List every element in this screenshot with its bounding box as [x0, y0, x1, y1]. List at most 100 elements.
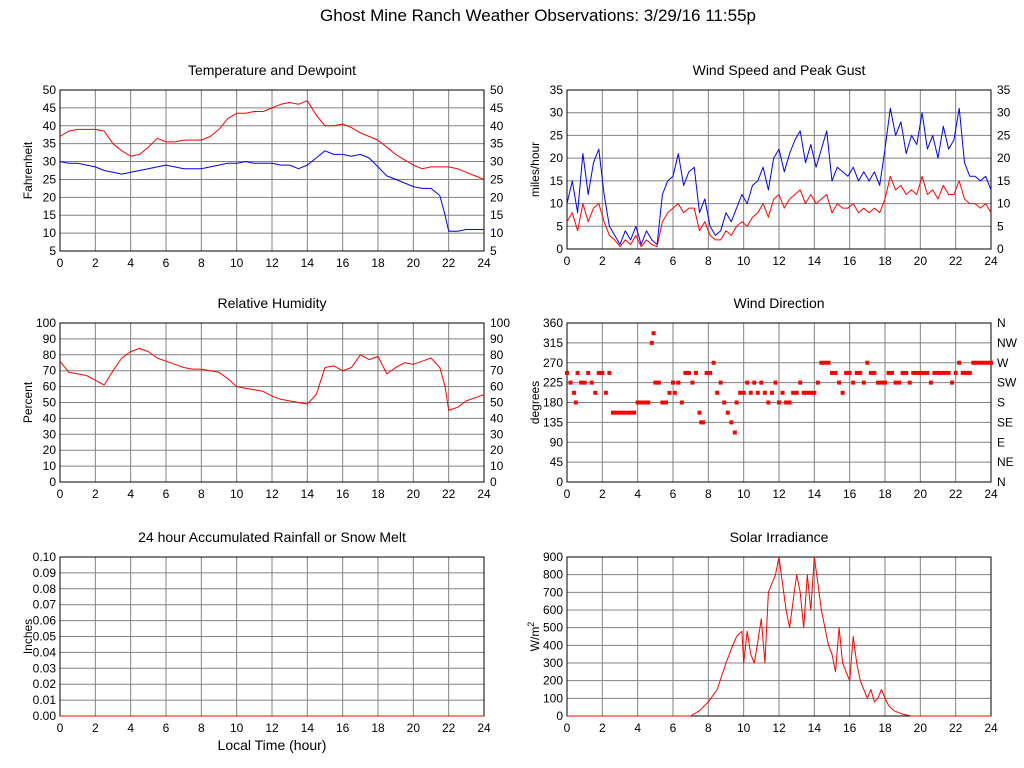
x-tick-label: 0	[57, 721, 64, 735]
y-tick-label: 30	[550, 106, 564, 120]
y-axis-label: Inches	[21, 619, 35, 654]
series-line	[567, 556, 991, 717]
data-point	[708, 370, 713, 375]
right-tick-label: 10	[997, 197, 1011, 211]
y-tick-label: 180	[543, 396, 563, 410]
y-tick-label: 360	[543, 316, 563, 330]
data-point	[989, 360, 993, 365]
y-tick-label: 25	[550, 128, 564, 142]
data-point	[911, 370, 916, 375]
y-axis-label: miles/hour	[528, 142, 542, 197]
x-tick-label: 14	[301, 487, 315, 501]
x-tick-label: 10	[737, 721, 751, 735]
y-tick-label: 20	[550, 151, 564, 165]
data-point	[777, 400, 781, 405]
y-tick-label: 0	[556, 242, 563, 256]
x-tick-label: 10	[737, 254, 751, 268]
right-tick-label: S	[997, 396, 1005, 410]
series-line	[566, 107, 992, 245]
data-point	[946, 370, 951, 375]
data-point	[805, 390, 810, 395]
chart-title: Relative Humidity	[218, 295, 327, 311]
data-point	[918, 370, 923, 375]
x-tick-label: 0	[57, 256, 64, 270]
x-tick-label: 22	[949, 487, 963, 501]
right-tick-label: 20	[490, 190, 504, 204]
y-tick-label: 35	[43, 137, 57, 151]
data-point	[936, 370, 940, 375]
series-line	[59, 150, 484, 232]
data-point	[603, 390, 608, 395]
x-tick-label: 12	[265, 256, 279, 270]
data-point	[656, 380, 661, 385]
x-tick-label: 20	[914, 487, 928, 501]
data-point	[621, 410, 626, 415]
plot-frame	[566, 322, 992, 483]
right-tick-label: NW	[997, 336, 1018, 350]
y-tick-label: 315	[543, 336, 563, 350]
x-tick-label: 2	[92, 256, 99, 270]
x-tick-label: 8	[198, 721, 205, 735]
data-point	[900, 370, 905, 375]
data-point	[893, 380, 898, 385]
data-point	[732, 430, 737, 435]
y-tick-label: 5	[556, 219, 563, 233]
plot-frame	[59, 89, 485, 252]
x-tick-label: 20	[914, 721, 928, 735]
data-point	[978, 360, 983, 365]
x-tick-label: 6	[163, 487, 170, 501]
right-tick-label: 5	[997, 219, 1004, 233]
y-tick-label: 40	[43, 411, 57, 425]
x-tick-label: 20	[914, 254, 928, 268]
right-tick-label: 30	[490, 155, 504, 169]
series-line	[566, 175, 992, 248]
y-tick-label: 135	[543, 415, 563, 429]
data-point	[943, 370, 948, 375]
y-tick-label: 90	[43, 332, 57, 346]
x-tick-label: 14	[301, 256, 315, 270]
chart-title: Wind Direction	[733, 295, 824, 311]
data-point	[932, 370, 937, 375]
plot-frame	[566, 89, 992, 250]
data-point	[890, 370, 895, 375]
x-tick-label: 2	[599, 721, 606, 735]
right-tick-label: 20	[490, 443, 504, 457]
data-point	[610, 410, 615, 415]
data-point	[575, 370, 580, 375]
y-tick-label: 0.05	[33, 630, 57, 644]
y-tick-label: 50	[43, 83, 57, 97]
data-point	[711, 360, 716, 365]
data-point	[762, 390, 767, 395]
right-tick-label: 40	[490, 411, 504, 425]
data-point	[741, 390, 746, 395]
data-point	[897, 380, 902, 385]
data-point	[925, 370, 930, 375]
x-tick-label: 2	[92, 721, 99, 735]
right-tick-label: 35	[997, 83, 1011, 97]
y-tick-label: 0.09	[33, 566, 57, 580]
x-tick-label: 16	[843, 254, 857, 268]
right-tick-label: E	[997, 435, 1005, 449]
data-point	[928, 380, 933, 385]
y-axis-label: degrees	[528, 381, 542, 424]
data-point	[715, 390, 720, 395]
x-tick-label: 12	[772, 254, 786, 268]
y-tick-label: 35	[550, 83, 564, 97]
x-tick-label: 24	[477, 256, 491, 270]
x-tick-label: 18	[371, 721, 385, 735]
data-point	[819, 360, 824, 365]
data-point	[660, 400, 665, 405]
x-tick-label: 12	[772, 721, 786, 735]
data-point	[718, 380, 723, 385]
x-tick-label: 18	[878, 721, 892, 735]
right-tick-label: SW	[997, 376, 1017, 390]
y-tick-label: 200	[543, 674, 563, 688]
y-tick-label: 900	[543, 550, 563, 564]
y-tick-label: 15	[43, 208, 57, 222]
y-tick-label: 700	[543, 585, 563, 599]
right-tick-label: 50	[490, 396, 504, 410]
data-point	[865, 360, 870, 365]
